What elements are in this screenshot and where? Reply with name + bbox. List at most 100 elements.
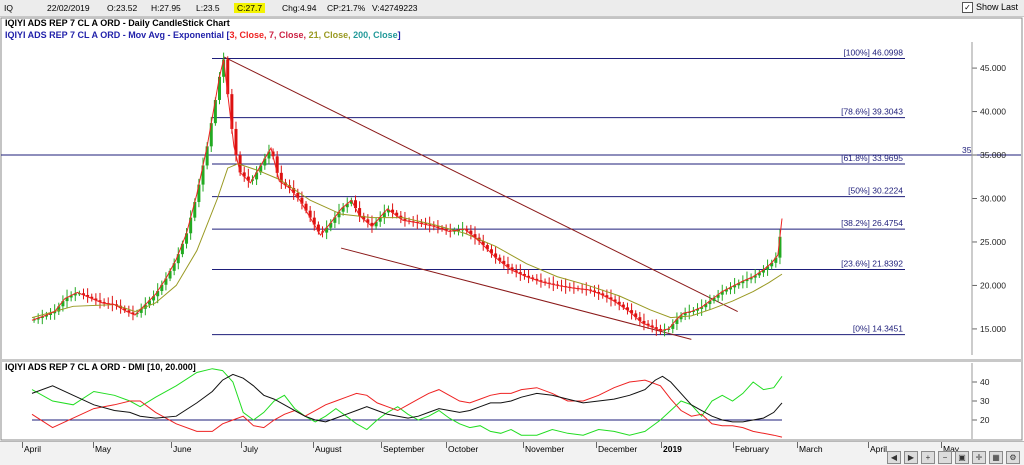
candle-body xyxy=(242,172,246,177)
candle-body xyxy=(176,254,180,264)
show-last-toggle[interactable]: ✓ Show Last xyxy=(961,2,1018,14)
candle-body xyxy=(733,285,737,288)
candle-body xyxy=(180,243,184,255)
arrow-right-icon[interactable]: ▶ xyxy=(904,451,918,464)
arrow-left-icon[interactable]: ◀ xyxy=(887,451,901,464)
candle-body xyxy=(234,128,238,156)
candle-body xyxy=(139,308,143,313)
candle-body xyxy=(40,316,44,319)
zoom-in-icon[interactable]: + xyxy=(921,451,935,464)
candle-body xyxy=(720,291,724,295)
fib-level-label: [61.8%] 33.9695 xyxy=(841,153,903,163)
dmi-title: IQIYI ADS REP 7 CL A ORD - DMI [10, 20.0… xyxy=(5,362,196,372)
plus-di-line xyxy=(31,368,783,436)
candle-body xyxy=(766,266,770,270)
month-tick xyxy=(381,442,382,448)
candle-body xyxy=(147,300,151,305)
month-label: September xyxy=(383,444,425,454)
candle-body xyxy=(617,301,621,305)
candle-body xyxy=(329,222,333,228)
candle-body xyxy=(152,296,156,301)
ma-legend-prefix: IQIYI ADS REP 7 CL A ORD - Mov Avg - Exp… xyxy=(5,30,230,40)
month-label: July xyxy=(243,444,259,454)
fib-level-label: [78.6%] 39.3043 xyxy=(841,107,903,117)
candle-body xyxy=(316,224,320,232)
candle-body xyxy=(539,280,543,282)
candle-body xyxy=(57,306,61,312)
ema3-line xyxy=(31,59,783,332)
month-tick xyxy=(446,442,447,448)
candle-body xyxy=(601,293,605,296)
adx-line xyxy=(31,373,783,423)
candle-body xyxy=(473,234,477,238)
candle-body xyxy=(205,146,209,166)
candle-body xyxy=(197,184,201,202)
candle-body xyxy=(749,277,753,280)
candle-body xyxy=(69,295,73,298)
candle-body xyxy=(436,226,440,228)
candle-body xyxy=(353,200,357,209)
candle-body xyxy=(193,201,197,218)
month-tick xyxy=(313,442,314,448)
crosshair-icon[interactable]: ✛ xyxy=(972,451,986,464)
candle-body xyxy=(168,270,172,279)
candle-body xyxy=(185,233,189,244)
zoom-out-icon[interactable]: − xyxy=(938,451,952,464)
candle-body xyxy=(230,94,234,129)
candle-body xyxy=(362,215,366,220)
price-chart-title: IQIYI ADS REP 7 CL A ORD - Daily CandleS… xyxy=(5,18,230,28)
month-label: February xyxy=(735,444,770,454)
candle-body xyxy=(325,227,329,233)
candle-body xyxy=(605,295,609,298)
candle-body xyxy=(708,300,712,305)
candle-body xyxy=(395,212,399,216)
ma-legend-3: 3, Close, xyxy=(230,30,270,40)
candle-body xyxy=(382,212,386,218)
ma-legend-200: 200, Close xyxy=(353,30,398,40)
candle-body xyxy=(704,304,708,308)
month-tick xyxy=(596,442,597,448)
candle-body xyxy=(218,76,221,100)
candle-body xyxy=(696,308,700,311)
candle-body xyxy=(263,158,267,166)
candle-body xyxy=(481,241,485,246)
horizontal-line-label: 35 xyxy=(962,145,972,155)
dmi-axis: 20 30 40 xyxy=(971,363,990,439)
candle-body xyxy=(275,156,279,173)
month-label: October xyxy=(448,444,479,454)
open-value: O:23.52 xyxy=(107,3,138,13)
candle-body xyxy=(160,284,164,292)
trendlines xyxy=(223,56,738,340)
panel-divider[interactable] xyxy=(1,359,1022,362)
candle-body xyxy=(527,275,531,278)
mov-avg-legend: IQIYI ADS REP 7 CL A ORD - Mov Avg - Exp… xyxy=(5,30,401,40)
candle-body xyxy=(510,267,514,271)
show-last-checkbox[interactable]: ✓ xyxy=(961,2,973,14)
candle-body xyxy=(378,217,382,222)
candle-body xyxy=(683,312,687,316)
candle-body xyxy=(712,297,716,301)
month-tick xyxy=(93,442,94,448)
fib-level-label: [50%] 30.2224 xyxy=(848,186,903,196)
price-chart[interactable]: [100%] 46.0998 [78.6%] 39.3043 [61.8%] 33.… xyxy=(0,17,1024,441)
month-label: August xyxy=(315,444,342,454)
navigation-controls: ◀ ▶ + − ▣ ✛ ▦ ⚙ xyxy=(884,451,1020,464)
candle-body xyxy=(279,172,283,183)
candle-body xyxy=(498,257,502,261)
settings-icon[interactable]: ⚙ xyxy=(1006,451,1020,464)
month-tick xyxy=(171,442,172,448)
dmi-tick-label: 40 xyxy=(980,377,990,387)
candle-body xyxy=(337,211,341,218)
candle-body xyxy=(630,310,634,314)
candle-body xyxy=(770,262,774,267)
candle-body xyxy=(506,264,510,268)
top-info-bar: IQ 22/02/2019 O:23.52 H:27.95 L:23.5 C:2… xyxy=(0,0,1024,17)
candle-body xyxy=(358,208,362,216)
candle-body xyxy=(621,304,625,308)
fib-level-label: [23.6%] 21.8392 xyxy=(841,258,903,268)
grid-icon[interactable]: ▦ xyxy=(989,451,1003,464)
candle-body xyxy=(753,275,757,278)
fit-icon[interactable]: ▣ xyxy=(955,451,969,464)
candle-body xyxy=(675,319,679,324)
candle-body xyxy=(246,176,250,181)
